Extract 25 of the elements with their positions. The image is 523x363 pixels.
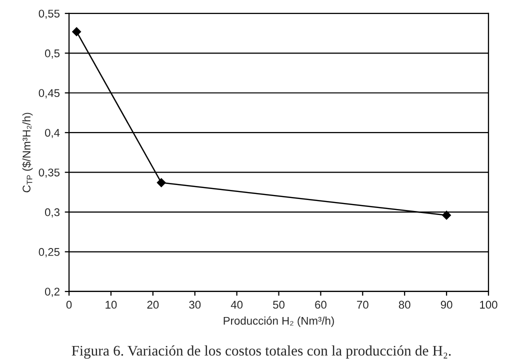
x-tick-label: 30: [189, 300, 201, 309]
point: [442, 210, 451, 220]
y-axis-title: C$_{TP}$ ($/Nm³H₂/h): [22, 112, 33, 192]
x-tick-label: 10: [106, 300, 117, 309]
x-tick-label: 100: [480, 300, 498, 309]
y-tick-label: 0,25: [38, 248, 60, 258]
y-tick-label: 0,3: [45, 208, 60, 218]
point: [72, 27, 82, 36]
y-tick-label: 0,55: [38, 10, 60, 19]
y-tick-label: 0,2: [45, 288, 60, 297]
x-axis-title: Producción H₂ (Nm³/h): [224, 316, 334, 327]
x-tick-label: 60: [315, 300, 326, 309]
x-tick-label: 80: [398, 300, 410, 309]
x-tick-label: 40: [230, 300, 243, 309]
point: [156, 178, 166, 188]
y-tick-label: 0,5: [45, 49, 60, 59]
text: Figura 6. Variación de los costos totales con la producción de H₂.: [72, 345, 451, 359]
x-tick-label: 0: [66, 300, 72, 309]
x-tick-label: 20: [147, 300, 159, 309]
x-tick-label: 50: [273, 300, 285, 309]
y-tick-label: 0,35: [38, 168, 60, 178]
x-tick-label: 90: [440, 300, 452, 309]
y-tick-label: 0,4: [45, 128, 60, 138]
x-tick-label: 70: [357, 300, 368, 309]
y-tick-label: 0,45: [38, 89, 60, 98]
